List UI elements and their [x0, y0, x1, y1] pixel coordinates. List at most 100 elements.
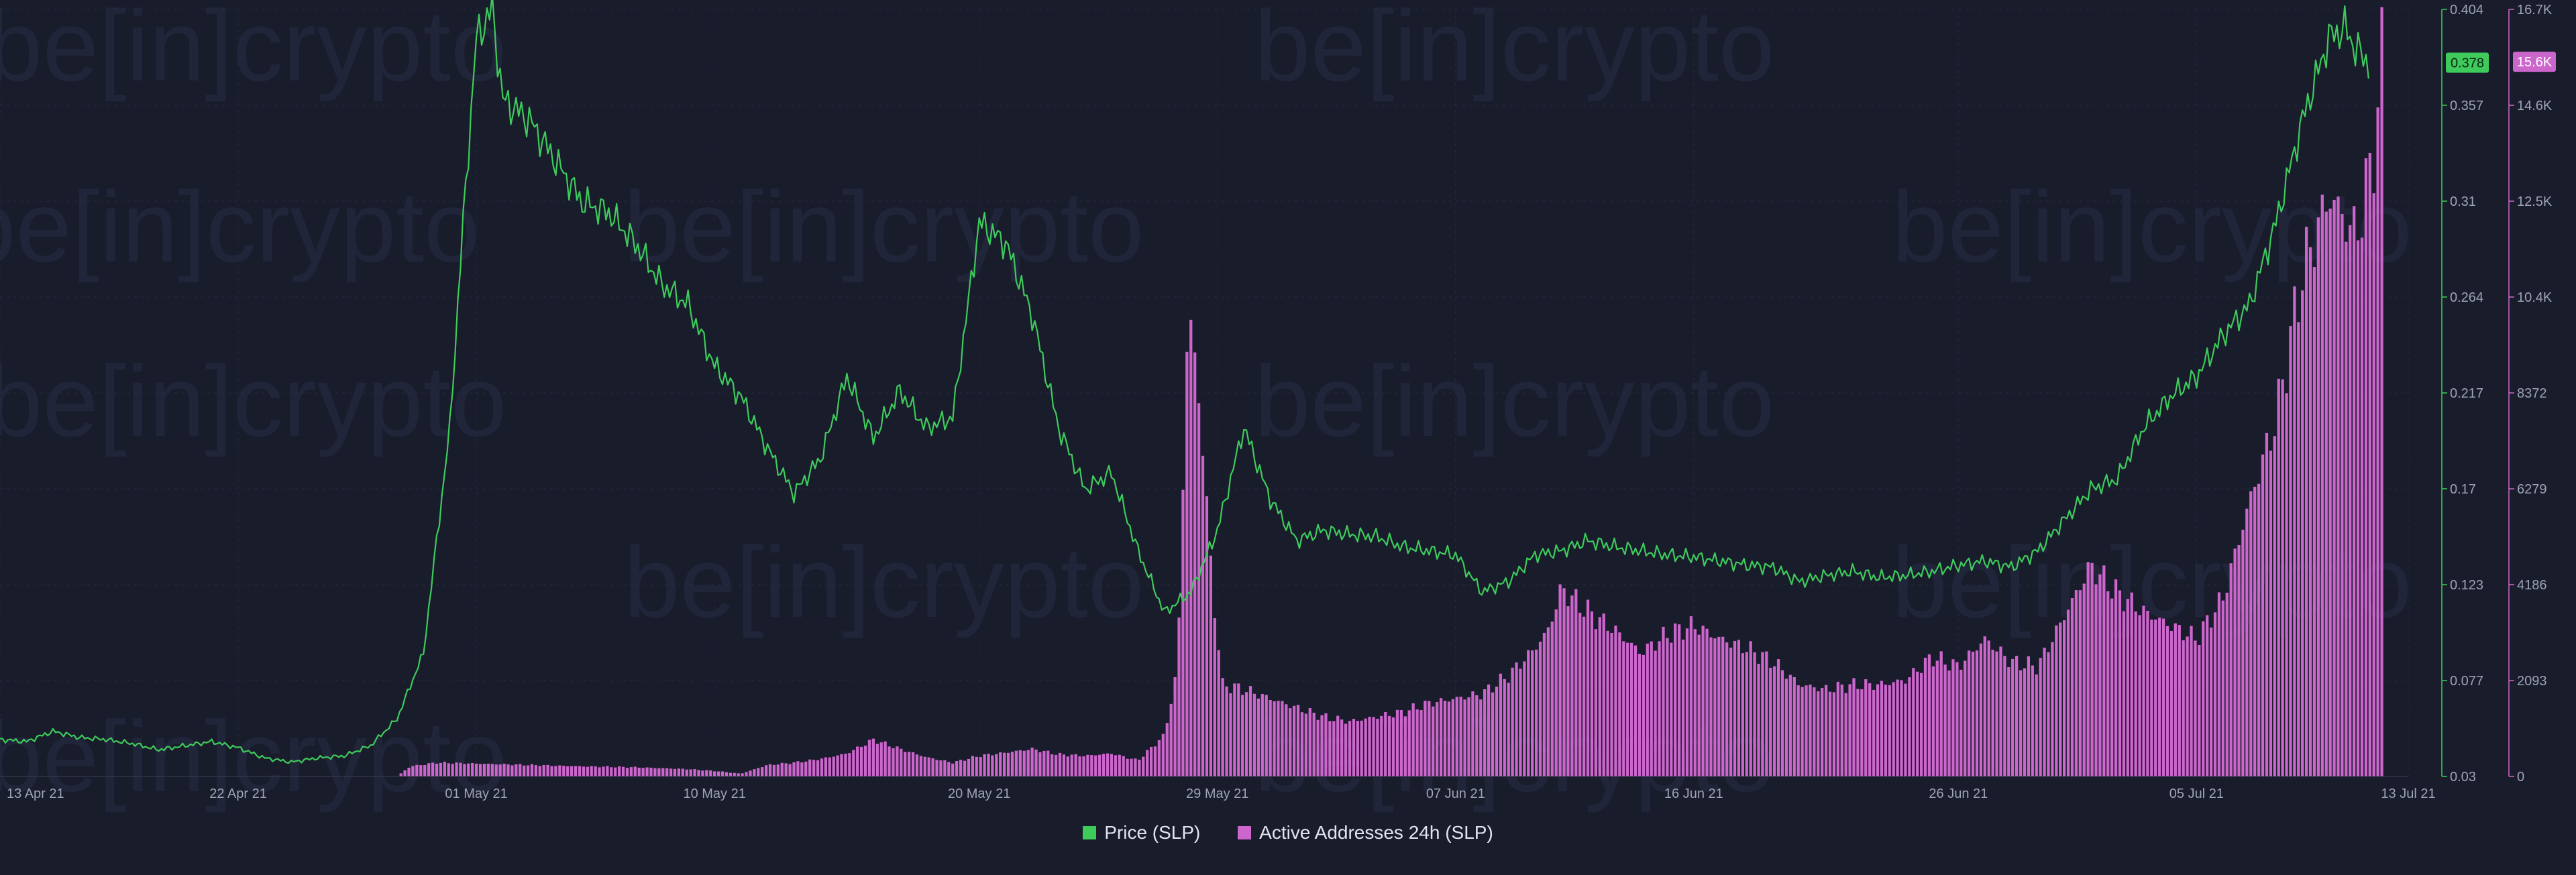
price-tick-label: 0.404 [2450, 3, 2483, 17]
active-addresses-bar [1010, 752, 1014, 776]
active-addresses-bar [657, 768, 661, 776]
active-addresses-bar [2349, 225, 2352, 777]
active-addresses-bar [840, 754, 843, 776]
active-addresses-bar [1428, 701, 1431, 776]
active-addresses-bar [741, 773, 744, 776]
active-addresses-bar [1146, 750, 1149, 776]
active-addresses-bar [883, 741, 887, 776]
active-addresses-bar [407, 767, 411, 776]
active-addresses-bar [1324, 713, 1328, 776]
active-addresses-bar [896, 746, 899, 776]
active-addresses-bar [2055, 625, 2058, 776]
active-addresses-bar [2293, 286, 2296, 776]
active-addresses-bar [526, 765, 530, 776]
active-addresses-bar [1622, 641, 1625, 776]
active-addresses-bar [2035, 674, 2038, 776]
active-addresses-bar [1888, 685, 1891, 776]
active-addresses-bar [2138, 615, 2141, 776]
active-addresses-bar [1705, 628, 1709, 776]
active-addresses-bar [2194, 640, 2197, 776]
active-addresses-bar [1912, 668, 1915, 776]
active-addresses-bar [2174, 623, 2177, 776]
active-addresses-bar [995, 754, 998, 776]
active-addresses-bar [1130, 758, 1133, 776]
active-addresses-bar [574, 766, 578, 776]
active-addresses-bar [1479, 699, 1483, 776]
legend-item-active-addresses[interactable]: Active Addresses 24h (SLP) [1238, 822, 1493, 843]
active-addresses-bar [1562, 588, 1566, 776]
active-addresses-bar [1455, 697, 1458, 776]
x-tick-label: 29 May 21 [1186, 786, 1248, 801]
active-addresses-bar [2257, 483, 2261, 776]
active-addresses-bar [1864, 679, 1868, 776]
active-addresses-bar [824, 757, 827, 776]
active-addresses-bar [1848, 684, 1851, 776]
active-addresses-bar [2337, 196, 2340, 776]
active-addresses-bar [2332, 199, 2336, 776]
active-addresses-bar [2165, 626, 2169, 776]
active-addresses-bar [602, 766, 605, 776]
legend-item-price[interactable]: Price (SLP) [1083, 822, 1200, 843]
active-addresses-bar [733, 772, 736, 776]
active-addresses-bar [1796, 685, 1800, 776]
active-addresses-bar [1273, 701, 1276, 776]
active-addresses-bar [447, 763, 450, 776]
active-addresses-bar [506, 764, 510, 776]
active-addresses-bar [1034, 749, 1038, 776]
legend-label-active-addresses: Active Addresses 24h (SLP) [1259, 822, 1493, 843]
active-addresses-bar [1026, 750, 1030, 776]
active-addresses-bar [911, 752, 915, 776]
active-addresses-bar [983, 754, 986, 776]
active-addresses-bar [1955, 662, 1959, 776]
active-addresses-bar [1642, 654, 1646, 776]
active-addresses-bar [892, 748, 895, 776]
active-addresses-bar [649, 767, 653, 776]
active-addresses-bar [2301, 290, 2304, 776]
active-addresses-bar [1042, 750, 1046, 776]
active-addresses-bar [1967, 650, 1971, 776]
active-addresses-bar [867, 740, 871, 776]
watermark-logo: be[in]crypto [624, 170, 1144, 283]
active-addresses-bar [1388, 715, 1391, 776]
price-tick-label: 0.03 [2450, 770, 2476, 784]
active-addresses-bar [1237, 683, 1240, 776]
active-addresses-bar [863, 746, 867, 776]
active-addresses-bar [1780, 670, 1784, 776]
active-addresses-bar [419, 765, 423, 776]
active-addresses-bar [2114, 579, 2118, 776]
active-addresses-bar [2380, 7, 2383, 776]
active-addresses-bar [1030, 748, 1034, 776]
active-addresses-bar [498, 764, 502, 776]
active-addresses-bar [2051, 642, 2054, 776]
active-addresses-bar [2178, 625, 2181, 776]
active-addresses-bar [1964, 660, 1967, 776]
x-tick-label: 10 May 21 [683, 786, 745, 801]
active-addresses-bar [1614, 626, 1617, 776]
active-addresses-bar [2023, 668, 2027, 776]
price-current-badge [2446, 52, 2489, 73]
active-addresses-bar [772, 764, 776, 776]
active-addresses-bar [1134, 758, 1137, 776]
active-addresses-bar [1908, 677, 1911, 776]
price-tick-label: 0.17 [2450, 482, 2476, 497]
active-addresses-bar [1038, 752, 1042, 776]
active-addresses-bar [1018, 750, 1022, 776]
active-addresses-bar [1813, 687, 1816, 776]
active-addresses-bar [1138, 760, 1141, 776]
active-addresses-bar [511, 765, 514, 776]
active-addresses-bar [2368, 152, 2371, 777]
active-addresses-bar [1629, 642, 1633, 776]
active-addresses-bar [1713, 638, 1717, 776]
active-addresses-bar [538, 766, 541, 776]
active-addresses-bar [689, 769, 692, 776]
active-addresses-bar [1685, 628, 1689, 776]
active-addresses-bar [2182, 640, 2185, 776]
active-addresses-bar [1193, 352, 1197, 776]
active-addresses-bar [959, 760, 963, 776]
active-addresses-bar [530, 764, 534, 776]
active-addresses-bar [1213, 618, 1216, 776]
active-addresses-bar [812, 760, 816, 776]
active-addresses-bar [888, 746, 891, 776]
